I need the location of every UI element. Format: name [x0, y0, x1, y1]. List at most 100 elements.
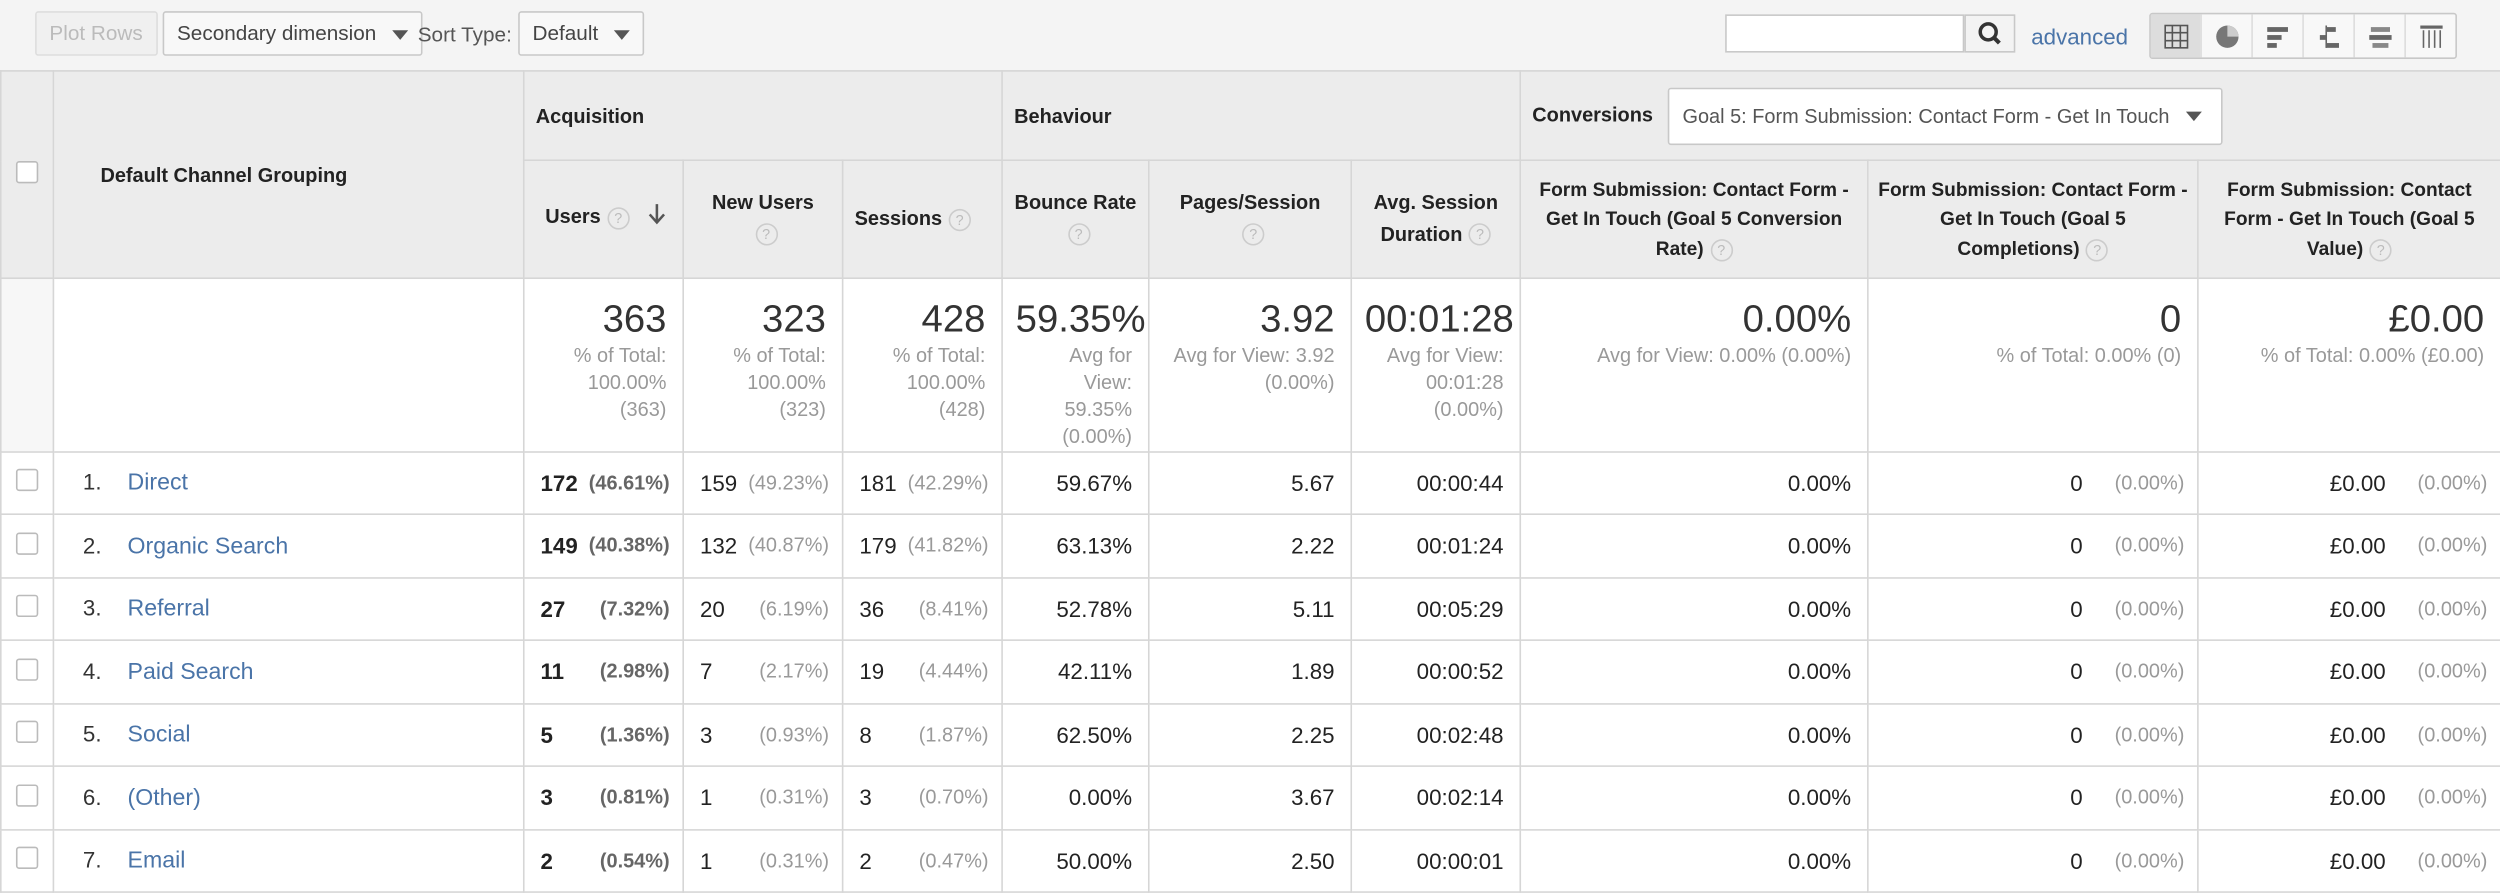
row-checkbox[interactable]	[15, 847, 39, 870]
row-checkbox[interactable]	[15, 469, 39, 492]
row-checkbox[interactable]	[15, 532, 39, 555]
row-pages-session: 3.67	[1148, 765, 1353, 830]
bounce-rate-header-label: Bounce Rate	[1014, 191, 1137, 214]
total-users-value: 363	[602, 298, 667, 342]
behaviour-group-header: Behaviour	[1001, 70, 1522, 162]
chevron-down-icon	[392, 29, 409, 40]
users-header-label: Users	[545, 206, 601, 229]
search-icon	[1978, 22, 2001, 45]
new-users-header[interactable]: New Users?	[682, 159, 844, 280]
bounce-rate-header[interactable]: Bounce Rate?	[1001, 159, 1150, 280]
row-value-cell: £0.00 (0.00%)	[2197, 765, 2500, 830]
table-row: 4. Paid Search 11 (2.98%) 7 (2.17%) 19 (4.44…	[0, 639, 2500, 704]
row-users-value: 3	[540, 784, 553, 811]
channel-link[interactable]: Social	[127, 722, 191, 749]
table-search-input[interactable]	[1725, 14, 1965, 53]
table-row: 2. Organic Search 149 (40.38%) 132 (40.87%)…	[0, 513, 2500, 578]
sort-type-dropdown[interactable]: Default	[518, 11, 645, 56]
row-value-pct: (0.00%)	[2417, 534, 2488, 557]
advanced-filter-link[interactable]: advanced	[2031, 23, 2129, 50]
performance-view-button[interactable]	[2251, 14, 2302, 58]
bar-icon	[2266, 26, 2288, 48]
total-new-users-sub: % of Total: 100.00% (323)	[733, 344, 826, 421]
row-bounce-rate: 50.00%	[1001, 828, 1150, 893]
total-sessions-sub: % of Total: 100.00% (428)	[892, 344, 986, 421]
row-index: 7.	[82, 847, 102, 873]
sessions-header[interactable]: Sessions?	[841, 159, 1003, 280]
sort-desc-icon	[647, 203, 666, 235]
total-value-sub: % of Total: 0.00% (£0.00)	[2260, 344, 2485, 367]
row-sessions-pct: (4.44%)	[918, 660, 989, 683]
help-icon[interactable]: ?	[2369, 238, 2392, 261]
row-select-cell	[0, 450, 55, 515]
channel-link[interactable]: Referral	[127, 596, 210, 623]
help-icon[interactable]: ?	[2086, 238, 2109, 261]
row-completions-cell: 0 (0.00%)	[1867, 450, 2199, 515]
search-button[interactable]	[1964, 14, 2016, 53]
row-bounce-rate: 63.13%	[1001, 513, 1150, 578]
row-checkbox[interactable]	[15, 784, 39, 807]
row-value-pct: (0.00%)	[2417, 471, 2488, 494]
channel-link[interactable]: Email	[127, 848, 186, 875]
row-checkbox[interactable]	[15, 595, 39, 618]
help-icon[interactable]: ?	[948, 208, 971, 231]
plot-rows-button[interactable]: Plot Rows	[35, 11, 158, 56]
channel-link[interactable]: (Other)	[127, 785, 201, 812]
channel-link[interactable]: Direct	[127, 470, 188, 497]
help-icon[interactable]: ?	[607, 207, 630, 230]
table-row: 3. Referral 27 (7.32%) 20 (6.19%) 36 (8.41%)…	[0, 576, 2500, 641]
pages-session-header-label: Pages/Session	[1179, 191, 1321, 214]
avg-session-header[interactable]: Avg. Session Duration?	[1350, 159, 1522, 280]
completions-header[interactable]: Form Submission: Contact Form - Get In T…	[1867, 159, 2199, 280]
row-checkbox[interactable]	[15, 721, 39, 744]
row-value-pct: (0.00%)	[2417, 786, 2488, 809]
row-pages-session: 2.22	[1148, 513, 1353, 578]
comparison-view-button[interactable]	[2302, 14, 2353, 58]
help-icon[interactable]: ?	[1468, 223, 1492, 246]
row-checkbox[interactable]	[15, 658, 39, 681]
help-icon[interactable]: ?	[1710, 238, 1733, 261]
acquisition-group-header: Acquisition	[522, 70, 1003, 162]
row-pages-session: 2.25	[1148, 702, 1353, 767]
row-value-value: £0.00	[2329, 658, 2386, 685]
channel-link[interactable]: Organic Search	[127, 533, 289, 560]
pages-session-header[interactable]: Pages/Session?	[1148, 159, 1353, 280]
help-icon[interactable]: ?	[754, 223, 778, 246]
select-all-checkbox[interactable]	[15, 161, 39, 184]
row-value-value: £0.00	[2329, 847, 2386, 874]
value-header[interactable]: Form Submission: Contact Form - Get In T…	[2197, 159, 2500, 280]
conv-rate-header[interactable]: Form Submission: Contact Form - Get In T…	[1519, 159, 1869, 280]
row-users-cell: 27 (7.32%)	[522, 576, 684, 641]
totals-row: 363% of Total: 100.00% (363) 323% of Tot…	[0, 277, 2500, 453]
row-users-pct: (1.36%)	[599, 723, 670, 746]
channel-link[interactable]: Paid Search	[127, 659, 254, 686]
row-dimension-cell: 7. Email	[52, 828, 525, 893]
secondary-dimension-dropdown[interactable]: Secondary dimension	[162, 11, 423, 56]
row-users-cell: 5 (1.36%)	[522, 702, 684, 767]
table-view-button[interactable]	[2150, 14, 2201, 58]
row-new-users-cell: 1 (0.31%)	[682, 765, 844, 830]
row-new-users-value: 1	[699, 784, 713, 811]
row-users-value: 5	[540, 721, 553, 748]
row-pages-session: 2.50	[1148, 828, 1353, 893]
row-sessions-cell: 3 (0.70%)	[841, 765, 1003, 830]
row-completions-cell: 0 (0.00%)	[1867, 639, 2199, 704]
row-value-cell: £0.00 (0.00%)	[2197, 828, 2500, 893]
row-users-value: 2	[540, 847, 553, 874]
dimension-header[interactable]: Default Channel Grouping	[52, 70, 525, 280]
goal-select-dropdown[interactable]: Goal 5: Form Submission: Contact Form - …	[1668, 86, 2223, 145]
row-sessions-cell: 8 (1.87%)	[841, 702, 1003, 767]
pie-view-button[interactable]	[2200, 14, 2251, 58]
row-value-value: £0.00	[2329, 721, 2386, 748]
row-completions-cell: 0 (0.00%)	[1867, 828, 2199, 893]
row-value-cell: £0.00 (0.00%)	[2197, 639, 2500, 704]
help-icon[interactable]: ?	[1242, 223, 1265, 246]
term-cloud-view-button[interactable]	[2353, 14, 2404, 58]
users-header[interactable]: Users?	[522, 159, 684, 280]
pivot-view-button[interactable]	[2404, 14, 2455, 58]
row-avg-session: 00:02:48	[1350, 702, 1522, 767]
row-new-users-pct: (2.17%)	[759, 660, 830, 683]
row-new-users-value: 1	[699, 847, 713, 874]
help-icon[interactable]: ?	[1067, 223, 1090, 246]
row-bounce-rate: 52.78%	[1001, 576, 1150, 641]
